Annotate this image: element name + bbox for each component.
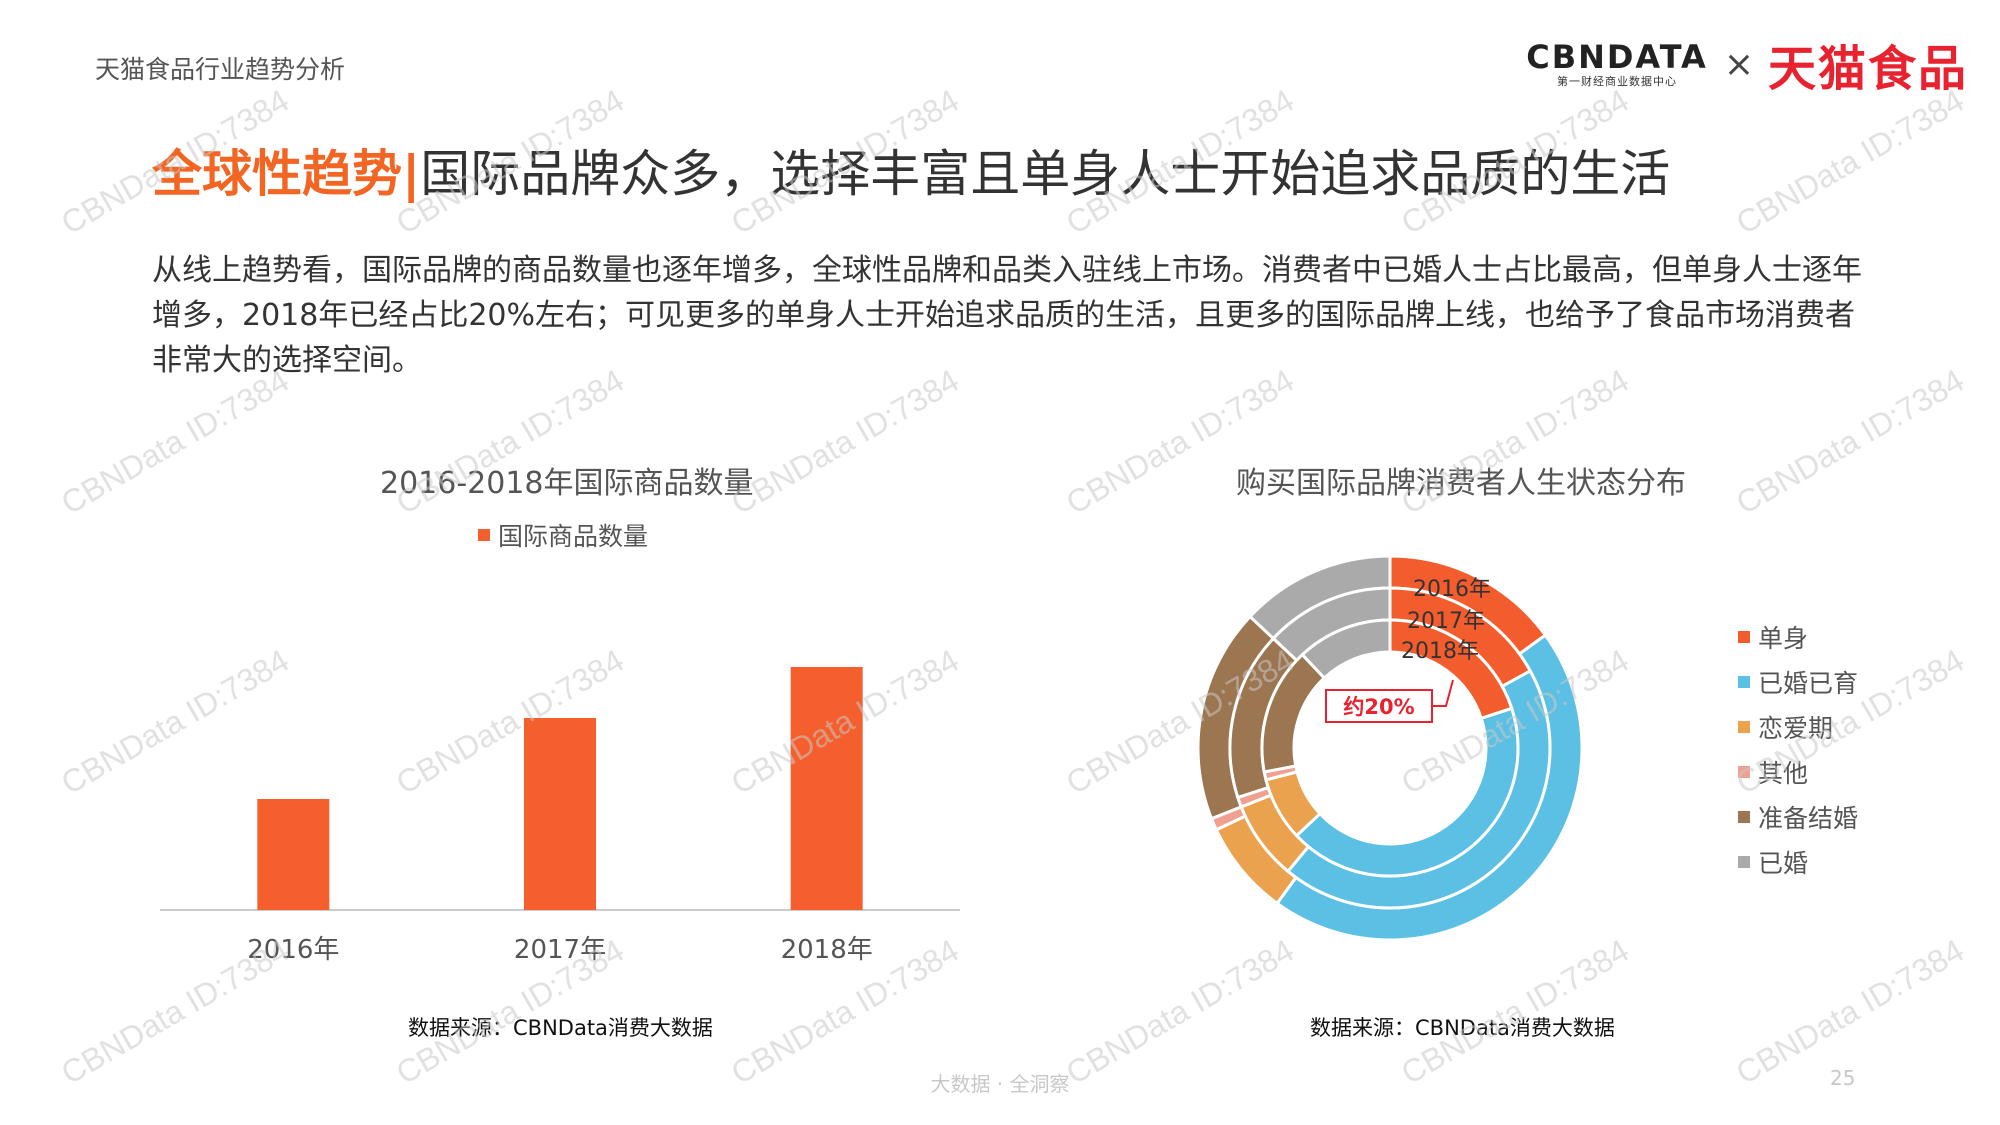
donut-chart-source: 数据来源：CBNData消费大数据 bbox=[1310, 1016, 1615, 1040]
slide-title-rest: 国际品牌众多，选择丰富且单身人士开始追求品质的生活 bbox=[420, 145, 1671, 203]
ring-year-label: 2018年 bbox=[1401, 639, 1479, 664]
watermark-text: CBNData ID:7384 bbox=[1730, 81, 1970, 242]
logo-separator: × bbox=[1723, 43, 1754, 85]
donut-legend-label: 已婚已育 bbox=[1758, 668, 1859, 698]
donut-legend-item: 已婚 bbox=[1738, 839, 1858, 884]
donut-legend-swatch bbox=[1738, 765, 1750, 778]
page-number: 25 bbox=[1830, 1066, 1856, 1090]
bar-chart-title: 2016-2018年国际商品数量 bbox=[380, 466, 754, 501]
tmall-food-logo: 天猫食品 bbox=[1767, 41, 1968, 97]
cbndata-logo-subtext: 第一财经商业数据中心 bbox=[1557, 75, 1677, 88]
donut-legend-label: 准备结婚 bbox=[1758, 803, 1859, 833]
bar-category-label: 2016年 bbox=[247, 935, 339, 965]
bar-chart: 2016年 2017年 2018年 bbox=[160, 667, 960, 965]
donut-legend-swatch bbox=[1738, 810, 1750, 823]
ring-year-label: 2016年 bbox=[1413, 577, 1491, 602]
donut-legend-swatch bbox=[1738, 630, 1750, 643]
watermark-text: CBNData ID:7384 bbox=[725, 361, 965, 522]
bar-chart-source: 数据来源：CBNData消费大数据 bbox=[408, 1016, 713, 1040]
slide-title-highlight: 全球性趋势| bbox=[152, 145, 421, 203]
annotation-label: 约20% bbox=[1343, 695, 1414, 719]
donut-legend-item: 其他 bbox=[1738, 749, 1858, 794]
donut-legend-swatch bbox=[1738, 675, 1750, 688]
slide-title: 全球性趋势|国际品牌众多，选择丰富且单身人士开始追求品质的生活 bbox=[152, 134, 1670, 206]
bar-chart-legend-item: 国际商品数量 bbox=[478, 520, 649, 551]
donut-legend-swatch bbox=[1738, 855, 1750, 868]
annotation-box bbox=[1325, 689, 1433, 723]
annotation-leader-line bbox=[1432, 679, 1454, 707]
watermark-text: CBNData ID:7384 bbox=[55, 361, 295, 522]
donut-legend-label: 单身 bbox=[1758, 623, 1809, 653]
logo-group: CBNDATA 第一财经商业数据中心 × 天猫食品 bbox=[1526, 34, 1968, 97]
report-name: 天猫食品行业趋势分析 bbox=[95, 55, 346, 84]
donut-legend-item: 单身 bbox=[1738, 614, 1858, 659]
body-paragraph: 从线上趋势看，国际品牌的商品数量也逐年增多，全球性品牌和品类入驻线上市场。消费者… bbox=[152, 253, 1862, 378]
donut-slice bbox=[1294, 706, 1520, 878]
ring-year-label: 2017年 bbox=[1407, 609, 1485, 634]
donut-chart-title: 购买国际品牌消费者人生状态分布 bbox=[1236, 466, 1686, 501]
bar-legend-swatch bbox=[478, 529, 490, 541]
bar bbox=[524, 718, 596, 910]
bar-legend-label: 国际商品数量 bbox=[498, 522, 649, 551]
cbndata-logo: CBNDATA 第一财经商业数据中心 bbox=[1526, 39, 1708, 89]
donut-legend-item: 准备结婚 bbox=[1738, 794, 1858, 839]
footer-tagline: 大数据 · 全洞察 bbox=[930, 1072, 1070, 1096]
donut-chart-legend: 单身已婚已育恋爱期其他准备结婚已婚 bbox=[1738, 614, 1858, 884]
donut-legend-item: 已婚已育 bbox=[1738, 659, 1858, 704]
donut-legend-label: 恋爱期 bbox=[1758, 713, 1834, 743]
donut-legend-label: 已婚 bbox=[1758, 848, 1809, 878]
donut-legend-swatch bbox=[1738, 720, 1750, 733]
bar bbox=[257, 799, 330, 910]
bar-category-label: 2017年 bbox=[514, 935, 606, 965]
watermark-text: CBNData ID:7384 bbox=[1730, 361, 1970, 522]
donut-slice bbox=[1300, 618, 1392, 681]
donut-legend-item: 恋爱期 bbox=[1738, 704, 1858, 749]
cbndata-logo-text: CBNDATA bbox=[1526, 38, 1708, 76]
donut-legend-label: 其他 bbox=[1758, 758, 1809, 788]
bar bbox=[790, 667, 863, 910]
bar-category-label: 2018年 bbox=[781, 935, 873, 965]
